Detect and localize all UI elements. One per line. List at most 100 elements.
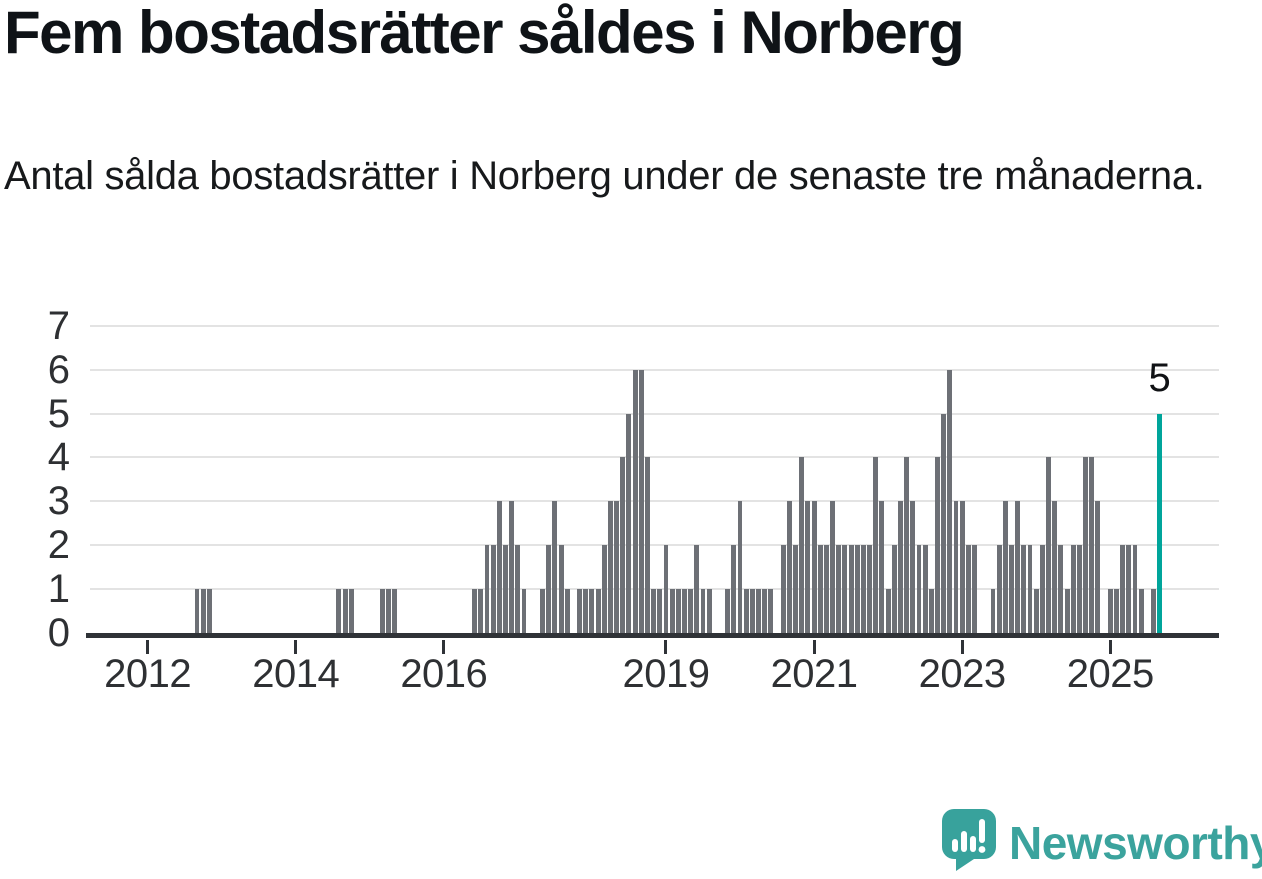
bar-2017-11 [577,589,583,633]
bar-2021-02 [817,545,823,633]
bar-2023-12 [1027,545,1033,633]
x-axis-label-2019: 2019 [622,652,710,696]
bar-2016-10 [496,501,502,633]
gridline-7 [90,324,1219,327]
bar-2012-09 [194,589,200,633]
bar-2017-09 [564,589,570,633]
y-axis-label-4: 4 [47,435,70,480]
bar-2024-02 [1039,545,1045,633]
bar-2024-11 [1095,501,1101,633]
highlighted-bar-2025-09 [1157,413,1163,633]
bar-2017-06 [546,545,552,633]
bar-2019-12 [731,545,737,633]
bar-2017-05 [540,589,545,633]
bar-2022-04 [904,457,910,633]
bar-2021-08 [854,545,860,633]
bar-2020-11 [799,457,805,633]
x-axis-label-2016: 2016 [400,652,488,696]
bar-2023-06 [990,589,996,633]
bar-2019-04 [682,589,687,633]
chart-subtitle: Antal sålda bostadsrätter i Norberg unde… [4,154,1205,198]
bar-2023-03 [972,545,977,633]
bar-2022-05 [910,501,916,633]
bar-2024-03 [1046,457,1051,633]
bar-2017-12 [583,589,589,633]
gridline-6 [90,368,1219,371]
bar-2018-06 [620,457,626,633]
bar-2021-04 [830,501,836,633]
bar-2022-11 [947,369,953,633]
bar-2024-05 [1058,545,1064,633]
bar-2021-01 [811,501,817,633]
bar-2021-05 [836,545,842,633]
bar-2014-10 [348,589,354,633]
y-axis-label-7: 7 [47,303,70,348]
last-value-annotation: 5 [1148,355,1171,400]
bar-2020-05 [762,589,768,633]
bar-2022-12 [953,501,959,633]
brand-name: Newsworthy [1009,817,1262,869]
bar-2023-09 [1009,545,1014,633]
bar-2023-10 [1015,501,1021,633]
bar-2019-01 [663,545,669,633]
bar-2025-04 [1126,545,1132,633]
bar-2020-02 [743,589,749,633]
bar-2024-01 [1033,589,1039,633]
bar-2025-06 [1138,589,1144,633]
x-axis-line [86,633,1219,638]
bar-2019-06 [694,545,700,633]
y-axis-label-3: 3 [47,479,70,524]
bar-2018-10 [645,457,650,633]
bar-2022-10 [941,413,947,633]
x-tick-2016 [442,640,446,654]
bar-2022-07 [922,545,928,633]
bar-2025-05 [1132,545,1138,633]
bar-2019-05 [688,589,694,633]
bar-2020-08 [780,545,786,633]
bar-2019-08 [706,589,712,633]
y-axis-label-1: 1 [47,567,70,612]
y-axis-label-0: 0 [47,611,70,655]
bar-2023-02 [965,545,971,633]
bar-2017-01 [515,545,521,633]
bar-2019-11 [725,589,731,633]
bar-2018-11 [651,589,657,633]
bar-2024-06 [1064,589,1070,633]
y-axis-label-5: 5 [47,391,70,436]
bar-2016-12 [509,501,515,633]
bar-2022-08 [928,589,934,633]
bar-2023-11 [1021,545,1027,633]
x-axis-label-2021: 2021 [770,652,858,696]
bar-2016-08 [484,545,490,633]
bar-2018-02 [595,589,601,633]
bar-2018-05 [614,501,620,633]
bar-2018-01 [589,589,595,633]
newsworthy-speech-bubble-chart-icon [942,808,996,878]
bar-2018-08 [632,369,638,633]
x-axis-label-2014: 2014 [252,652,340,696]
x-tick-2021 [812,640,816,654]
bar-2023-07 [996,545,1002,633]
bar-2016-09 [490,545,496,633]
bar-2020-12 [805,501,811,633]
bar-2024-08 [1076,545,1082,633]
bar-2022-06 [916,545,922,633]
bar-2015-05 [392,589,397,633]
bar-2020-01 [737,501,743,633]
x-tick-2012 [146,640,150,654]
page-title: Fem bostadsrätter såldes i Norberg [4,0,965,66]
bar-2025-02 [1113,589,1119,633]
bar-2024-07 [1070,545,1076,633]
bar-2023-01 [959,501,965,633]
bar-2016-11 [503,545,508,633]
bar-2017-02 [521,589,527,633]
bar-2025-08 [1151,589,1156,633]
bar-2023-08 [1002,501,1008,633]
x-tick-2014 [294,640,298,654]
gridline-3 [90,500,1219,503]
bar-2021-12 [879,501,885,633]
x-axis-label-2012: 2012 [104,652,192,696]
gridline-5 [90,412,1219,415]
bar-2016-07 [478,589,484,633]
